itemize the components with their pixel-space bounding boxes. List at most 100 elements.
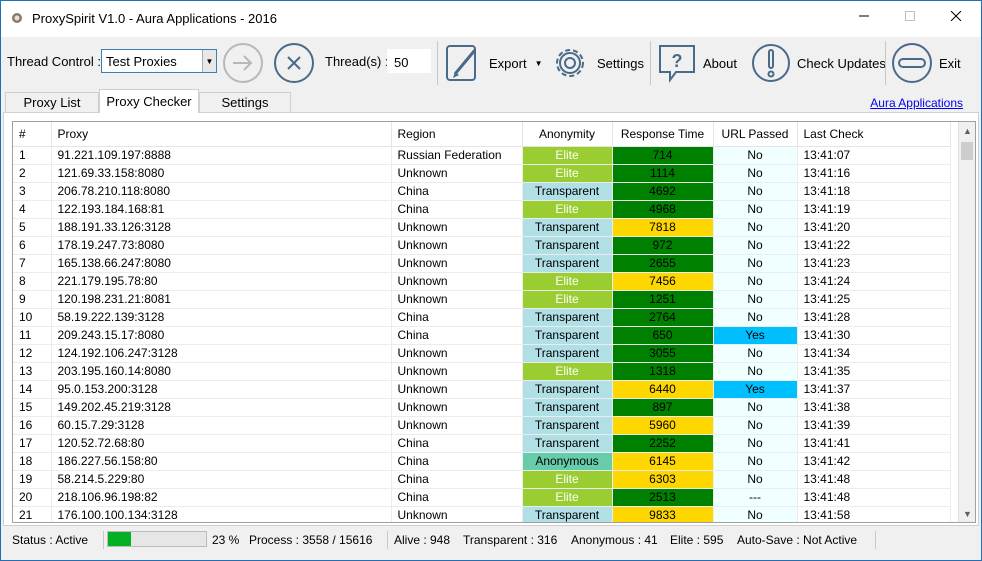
last-check-cell: 13:41:37 (797, 380, 951, 399)
scroll-up-icon[interactable]: ▲ (963, 125, 972, 136)
threads-label: Thread(s) : (325, 54, 389, 69)
arrow-right-icon (233, 55, 253, 71)
region-cell: Unknown (391, 290, 523, 309)
region-cell: Unknown (391, 362, 523, 381)
url-passed-cell: No (713, 362, 798, 381)
thread-control-select[interactable]: Test Proxies ▼ (101, 49, 217, 73)
elite-count: Elite : 595 (670, 533, 724, 547)
column-header[interactable]: # (13, 122, 52, 147)
url-passed-cell: No (713, 398, 798, 417)
table-row[interactable]: 8 221.179.195.78:80 Unknown Elite 7456 No 13:4… (13, 272, 951, 291)
row-number-cell: 21 (13, 506, 52, 522)
about-button[interactable]: ? About (657, 41, 737, 85)
settings-button[interactable]: Settings (549, 41, 644, 85)
region-cell: Unknown (391, 272, 523, 291)
url-passed-cell: No (713, 218, 798, 237)
last-check-cell: 13:41:20 (797, 218, 951, 237)
aura-applications-link[interactable]: Aura Applications (870, 96, 963, 110)
start-button[interactable] (223, 43, 263, 83)
region-cell: Unknown (391, 164, 523, 183)
table-row[interactable]: 15 149.202.45.219:3128 Unknown Transparent 8… (13, 398, 951, 417)
toolbar: Thread Control : Test Proxies ▼ Thread(s… (1, 37, 981, 89)
anonymity-cell: Elite (522, 272, 613, 291)
response-time-cell: 2764 (612, 308, 714, 327)
column-header[interactable]: Last Check (797, 122, 951, 147)
chevron-down-icon[interactable]: ▼ (202, 50, 216, 72)
response-time-cell: 650 (612, 326, 714, 345)
column-header[interactable]: Proxy (51, 122, 392, 147)
table-row[interactable]: 5 188.191.33.126:3128 Unknown Transparent 78… (13, 218, 951, 237)
proxy-address-cell: 95.0.153.200:3128 (51, 380, 392, 399)
anonymity-cell: Transparent (522, 380, 613, 399)
table-row[interactable]: 18 186.227.56.158:80 China Anonymous 6145 No 1… (13, 452, 951, 471)
tab-settings[interactable]: Settings (199, 92, 291, 112)
progress-percent: 23 % (212, 533, 240, 547)
anonymity-cell: Elite (522, 470, 613, 489)
table-row[interactable]: 1 91.221.109.197:8888 Russian Federation El… (13, 146, 951, 165)
table-row[interactable]: 21 176.100.100.134:3128 Unknown Transparent… (13, 506, 951, 522)
region-cell: Unknown (391, 416, 523, 435)
proxy-address-cell: 58.214.5.229:80 (51, 470, 392, 489)
close-window-button[interactable] (933, 1, 979, 31)
response-time-cell: 1114 (612, 164, 714, 183)
url-passed-cell: No (713, 254, 798, 273)
table-row[interactable]: 9 120.198.231.21:8081 Unknown Elite 1251 No 13… (13, 290, 951, 309)
url-passed-cell: No (713, 344, 798, 363)
transparent-count: Transparent : 316 (463, 533, 558, 547)
anonymity-cell: Elite (522, 362, 613, 381)
row-number-cell: 10 (13, 308, 52, 327)
table-row[interactable]: 11 209.243.15.17:8080 China Transparent 650 Y… (13, 326, 951, 345)
proxy-grid[interactable]: # Proxy Region Anonymity Response Time U… (12, 121, 976, 523)
row-number-cell: 18 (13, 452, 52, 471)
threads-input[interactable]: 50 (387, 49, 431, 73)
export-button[interactable]: Export ▼ (445, 41, 543, 85)
table-row[interactable]: 13 203.195.160.14:8080 Unknown Elite 1318 No 1… (13, 362, 951, 381)
region-cell: Unknown (391, 380, 523, 399)
table-row[interactable]: 10 58.19.222.139:3128 China Transparent 2764… (13, 308, 951, 327)
check-updates-button[interactable]: Check Updates (751, 41, 886, 85)
question-bubble-icon: ? (659, 45, 695, 83)
status-divider (103, 531, 104, 549)
check-updates-label: Check Updates (797, 55, 886, 71)
tab-proxy-list[interactable]: Proxy List (5, 92, 99, 112)
table-row[interactable]: 2 121.69.33.158:8080 Unknown Elite 1114 No 13:… (13, 164, 951, 183)
stop-button[interactable] (274, 43, 314, 83)
anonymity-cell: Transparent (522, 218, 613, 237)
minimize-icon (859, 15, 869, 17)
response-time-cell: 5960 (612, 416, 714, 435)
tab-label: Settings (221, 95, 269, 110)
column-header[interactable]: Region (391, 122, 523, 147)
column-header[interactable]: Response Time (612, 122, 714, 147)
tab-proxy-checker[interactable]: Proxy Checker (99, 89, 199, 113)
table-row[interactable]: 14 95.0.153.200:3128 Unknown Transparent 644… (13, 380, 951, 399)
maximize-icon (905, 11, 915, 21)
table-row[interactable]: 3 206.78.210.118:8080 China Transparent 4692… (13, 182, 951, 201)
region-cell: Unknown (391, 344, 523, 363)
table-row[interactable]: 12 124.192.106.247:3128 Unknown Transparent… (13, 344, 951, 363)
scrollbar-thumb[interactable] (961, 142, 973, 160)
vertical-scrollbar[interactable]: ▲ ▼ (958, 122, 975, 522)
column-header[interactable]: Anonymity (522, 122, 613, 147)
table-row[interactable]: 16 60.15.7.29:3128 Unknown Transparent 5960 N… (13, 416, 951, 435)
maximize-button[interactable] (887, 1, 933, 31)
minimize-button[interactable] (841, 1, 887, 31)
exit-button[interactable]: Exit (891, 41, 961, 85)
tab-strip: Proxy List Proxy Checker Settings Aura A… (1, 89, 981, 113)
column-header[interactable]: URL Passed (713, 122, 798, 147)
table-row[interactable]: 17 120.52.72.68:80 China Transparent 2252 No 1… (13, 434, 951, 453)
response-time-cell: 1251 (612, 290, 714, 309)
table-row[interactable]: 20 218.106.96.198:82 China Elite 2513 --- 13:4… (13, 488, 951, 507)
row-number-cell: 3 (13, 182, 52, 201)
table-row[interactable]: 6 178.19.247.73:8080 Unknown Transparent 972… (13, 236, 951, 255)
last-check-cell: 13:41:23 (797, 254, 951, 273)
export-dropdown-icon[interactable]: ▼ (534, 58, 543, 68)
response-time-cell: 1318 (612, 362, 714, 381)
scroll-down-icon[interactable]: ▼ (963, 508, 972, 519)
table-row[interactable]: 7 165.138.66.247:8080 Unknown Transparent 26… (13, 254, 951, 273)
table-row[interactable]: 4 122.193.184.168:81 China Elite 4968 No 13:41… (13, 200, 951, 219)
response-time-cell: 714 (612, 146, 714, 165)
table-row[interactable]: 19 58.214.5.229:80 China Elite 6303 No 13:41:4… (13, 470, 951, 489)
last-check-cell: 13:41:18 (797, 182, 951, 201)
row-number-cell: 14 (13, 380, 52, 399)
anonymity-cell: Elite (522, 488, 613, 507)
